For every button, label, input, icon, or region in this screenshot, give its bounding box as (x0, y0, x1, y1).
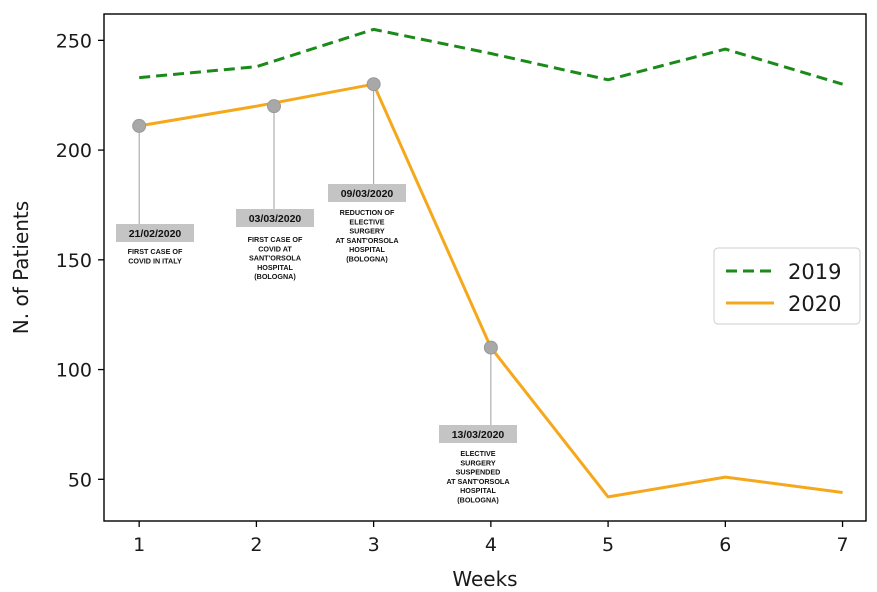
annotation-text-line: AT SANT'ORSOLA (335, 236, 398, 245)
annotation-text-line: HOSPITAL (460, 486, 496, 495)
annotation-date-box (328, 184, 406, 202)
annotation-text-line: (BOLOGNA) (254, 272, 296, 281)
x-tick-label: 5 (602, 534, 614, 556)
x-axis-ticks: 1 2 3 4 5 6 7 (133, 521, 849, 556)
legend: 2019 2020 (713, 247, 861, 325)
y-tick-label: 250 (56, 30, 92, 52)
event-marker (366, 77, 381, 92)
plot-frame (103, 13, 867, 522)
event-marker (483, 340, 498, 355)
annotation-text-line: (BOLOGNA) (346, 255, 388, 264)
y-tick-label: 100 (56, 360, 92, 382)
annotation-text-line: FIRST CASE OF (128, 247, 183, 256)
legend-box (713, 247, 861, 325)
legend-label: 2019 (788, 260, 841, 284)
annotation-date: 09/03/2020 (341, 188, 394, 200)
annotation: 09/03/2020 REDUCTION OFELECTIVESURGERYAT … (328, 84, 406, 264)
annotation-text-line: COVID IN ITALY (128, 256, 182, 265)
annotation-date: 13/03/2020 (452, 429, 505, 441)
y-axis-ticks: 50 100 150 200 250 (56, 30, 104, 491)
x-tick-label: 4 (485, 534, 497, 556)
annotation-date-box (236, 209, 314, 227)
annotation-text-line: FIRST CASE OF (248, 235, 303, 244)
annotation-date: 21/02/2020 (129, 228, 182, 240)
annotation-text-line: ELECTIVE (349, 217, 384, 226)
series-line-2019 (139, 27, 844, 86)
annotation-text-line: REDUCTION OF (340, 208, 395, 217)
annotation-text-line: AT SANT'ORSOLA (446, 477, 509, 486)
annotation-text-line: SUSPENDED (456, 468, 501, 477)
annotation-text-line: SURGERY (349, 227, 384, 236)
y-tick-label: 200 (56, 140, 92, 162)
x-tick-label: 2 (250, 534, 262, 556)
event-marker (266, 99, 281, 114)
event-marker (132, 118, 147, 133)
y-tick-label: 150 (56, 250, 92, 272)
annotation-text-line: ELECTIVE (460, 449, 495, 458)
annotation-text-line: HOSPITAL (257, 263, 293, 272)
x-tick-label: 6 (719, 534, 731, 556)
x-tick-label: 7 (837, 534, 849, 556)
annotation-text-line: (BOLOGNA) (457, 496, 499, 505)
y-axis-title: N. of Patients (9, 201, 33, 334)
y-tick-label: 50 (68, 469, 92, 491)
x-axis-title: Weeks (452, 567, 517, 591)
annotation-date: 03/03/2020 (249, 213, 302, 225)
annotation-date-box (116, 224, 194, 242)
annotation-text-line: SANT'ORSOLA (249, 254, 301, 263)
event-markers (132, 77, 498, 355)
annotation-text-line: HOSPITAL (349, 245, 385, 254)
x-tick-label: 1 (133, 534, 145, 556)
annotation-date-box (439, 425, 517, 443)
legend-label: 2020 (788, 292, 841, 316)
annotation-text-line: COVID AT (258, 244, 292, 253)
annotation-text-line: SURGERY (460, 458, 495, 467)
x-tick-label: 3 (368, 534, 380, 556)
